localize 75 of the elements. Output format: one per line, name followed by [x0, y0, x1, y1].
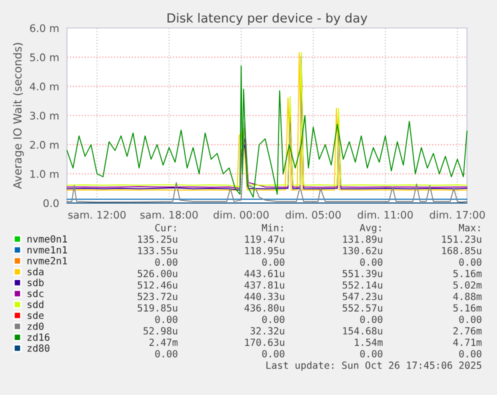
text: 170.63u — [245, 338, 284, 346]
x-tick-label: sam. 12:00 — [68, 210, 126, 219]
y-tick-label: 2.0 m — [30, 140, 58, 149]
text: 0.00 — [262, 350, 284, 358]
y-tick-label: 1.0 m — [30, 170, 58, 178]
text: 130.62u — [343, 246, 382, 254]
y-tick-label: 0.0 — [43, 199, 59, 208]
text: 4.88m — [453, 292, 482, 300]
y-tick-label: 3.0 m — [30, 112, 58, 120]
y-tick-label: 4.0 m — [30, 82, 58, 90]
text: 168.85u — [442, 246, 482, 254]
text: 552.14u — [342, 281, 382, 289]
legend-label: sdd — [28, 300, 44, 308]
text: 443.61u — [244, 270, 284, 278]
legend-label: nvme1n1 — [28, 246, 67, 254]
text: 0.00 — [459, 350, 482, 358]
y-tick-label: 5.0 m — [30, 53, 58, 62]
text: 0.00 — [155, 350, 178, 358]
legend-label: nvme0n1 — [28, 235, 67, 243]
text: 0.00 — [155, 316, 178, 324]
text: 440.33u — [244, 292, 284, 300]
text: 0.00 — [262, 258, 284, 266]
text: 0.00 — [262, 316, 284, 324]
text: 0.00 — [459, 316, 482, 324]
text: 2.76m — [453, 327, 482, 335]
text: 2.47m — [149, 338, 178, 346]
text: 135.25u — [138, 235, 178, 243]
text: 512.46u — [138, 281, 178, 289]
legend-label: sde — [28, 311, 44, 320]
chart-title: Disk latency per device - by day — [168, 12, 368, 26]
text: 0.00 — [360, 316, 382, 324]
text: 154.68u — [343, 327, 382, 335]
legend-label: sdc — [28, 290, 44, 298]
legend-label: zd16 — [28, 333, 50, 341]
x-tick-label: dim. 11:00 — [358, 210, 413, 219]
text: 119.47u — [245, 235, 284, 243]
text: 547.23u — [342, 292, 382, 300]
text: 5.16m — [453, 270, 482, 278]
text: 32.32u — [250, 327, 284, 335]
text: 5.02m — [453, 281, 482, 289]
text: 0.00 — [360, 350, 382, 358]
text: 151.23u — [442, 235, 482, 243]
text: 0.00 — [155, 258, 178, 266]
text: 118.95u — [245, 246, 284, 254]
x-tick-label: sam. 18:00 — [140, 210, 198, 219]
y-axis-title: Average IO Wait (seconds) — [13, 43, 24, 189]
text: 523.72u — [138, 292, 178, 300]
text: 133.55u — [138, 246, 178, 254]
text: 52.98u — [144, 327, 178, 335]
text: 551.39u — [342, 270, 382, 278]
text: Min: — [262, 224, 283, 232]
text: 519.85u — [138, 304, 178, 312]
text: 0.00 — [459, 258, 482, 266]
text: Last update: Sun Oct 26 17:45:06 2025 — [266, 361, 482, 371]
text: 1.54m — [354, 338, 383, 346]
x-tick-label: dim. 05:00 — [286, 210, 341, 219]
legend-label: nvme2n1 — [28, 257, 67, 264]
x-tick-label: dim. 00:00 — [214, 210, 269, 219]
text: Max: — [458, 224, 480, 232]
text: 552.57u — [342, 304, 382, 312]
text: 526.00u — [138, 270, 178, 278]
y-tick-label: 6.0 m — [30, 24, 58, 32]
text: 5.16m — [453, 304, 482, 312]
text: 436.80u — [244, 304, 284, 312]
text: Cur: — [155, 224, 176, 232]
text: 131.89u — [343, 235, 382, 243]
legend-label: sdb — [28, 278, 44, 286]
text: 4.71m — [453, 338, 482, 346]
text: 437.81u — [244, 281, 284, 289]
x-tick-label: dim. 17:00 — [430, 210, 485, 219]
legend-label: sda — [28, 268, 44, 276]
text: Avg: — [360, 224, 381, 234]
text: 0.00 — [360, 258, 382, 266]
legend-label: zd80 — [28, 344, 50, 352]
legend-label: zd0 — [28, 322, 44, 330]
